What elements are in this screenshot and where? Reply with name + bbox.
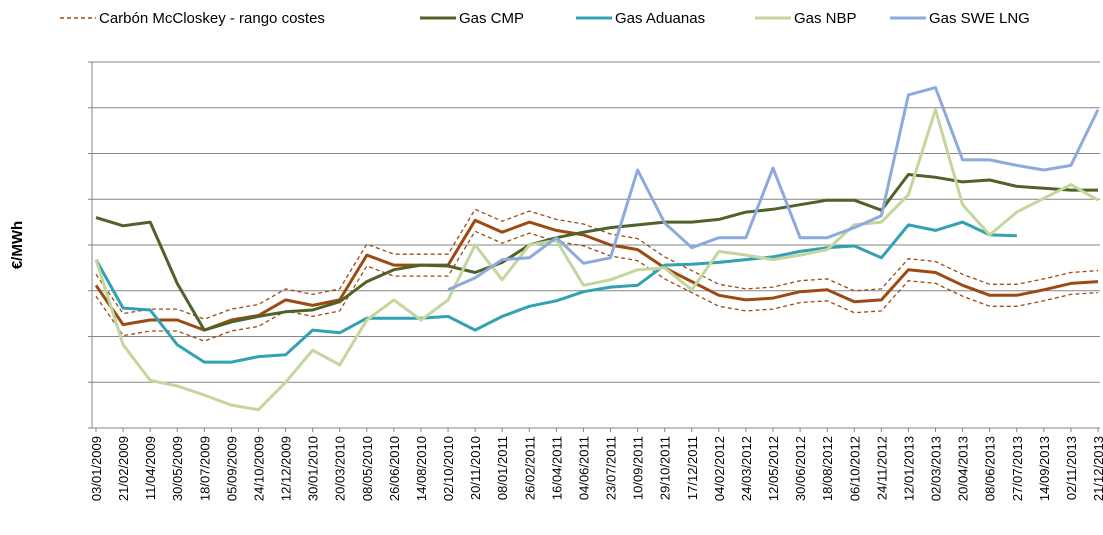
legend-label: Carbón McCloskey - rango costes — [99, 10, 325, 27]
x-tick-label: 12/05/2012 — [766, 436, 781, 501]
legend-label: Gas SWE LNG — [929, 10, 1030, 27]
legend-label: Gas Aduanas — [615, 10, 705, 27]
x-tick-label: 12/12/2009 — [279, 436, 294, 501]
legend-label: Gas CMP — [459, 10, 524, 27]
x-tick-label: 05/09/2009 — [224, 436, 239, 501]
x-tick-label: 16/04/2011 — [549, 436, 564, 500]
x-tick-label: 30/05/2009 — [170, 436, 185, 501]
x-tick-label: 24/03/2012 — [739, 436, 754, 501]
x-tick-label: 20/04/2013 — [956, 436, 971, 501]
x-tick-label: 21/12/2013 — [1091, 436, 1103, 501]
x-tick-label: 08/06/2013 — [983, 436, 998, 501]
x-tick-label: 20/03/2010 — [333, 436, 348, 501]
series-line — [94, 220, 1017, 364]
x-tick-label: 30/06/2012 — [793, 436, 808, 501]
x-tick-label: 24/10/2009 — [251, 436, 266, 501]
x-tick-label: 23/07/2011 — [604, 436, 619, 500]
x-tick-label: 02/03/2013 — [929, 436, 944, 501]
x-tick-label: 17/12/2011 — [685, 436, 700, 500]
x-tick-label: 21/02/2009 — [116, 436, 131, 501]
series-line — [94, 108, 1099, 412]
x-tick-label: 11/04/2009 — [143, 436, 158, 500]
x-tick-label: 03/01/2009 — [89, 436, 104, 501]
x-tick-label: 08/05/2010 — [360, 436, 375, 501]
x-tick-label: 10/09/2011 — [631, 436, 646, 500]
x-tick-label: 04/06/2011 — [576, 436, 591, 500]
x-tick-label: 26/02/2011 — [522, 436, 537, 500]
series-line — [94, 218, 1099, 332]
series-line — [95, 230, 1099, 342]
series-line — [447, 86, 1100, 292]
x-tick-label: 18/07/2009 — [197, 436, 212, 501]
x-tick-label: 08/01/2011 — [495, 436, 510, 500]
x-tick-label: 30/01/2010 — [306, 436, 321, 501]
x-tick-label: 02/10/2010 — [441, 436, 456, 501]
x-tick-label: 06/10/2012 — [847, 436, 862, 501]
x-tick-label: 12/01/2013 — [901, 436, 916, 501]
x-tick-label: 02/11/2013 — [1064, 436, 1079, 500]
x-tick-label: 26/06/2010 — [387, 436, 402, 501]
legend-label: Gas NBP — [794, 10, 857, 27]
x-tick-label: 18/08/2012 — [820, 436, 835, 501]
x-tick-label: 14/08/2010 — [414, 436, 429, 501]
x-tick-label: 04/02/2012 — [712, 436, 727, 501]
x-tick-label: 20/11/2010 — [468, 436, 483, 500]
series-line — [95, 173, 1098, 332]
x-tick-label: 29/10/2011 — [658, 436, 673, 500]
x-tick-label: 24/11/2012 — [874, 436, 889, 500]
x-tick-label: 14/09/2013 — [1037, 436, 1052, 501]
y-axis-title: €/MWh — [9, 221, 26, 269]
x-tick-label: 27/07/2013 — [1010, 436, 1025, 501]
